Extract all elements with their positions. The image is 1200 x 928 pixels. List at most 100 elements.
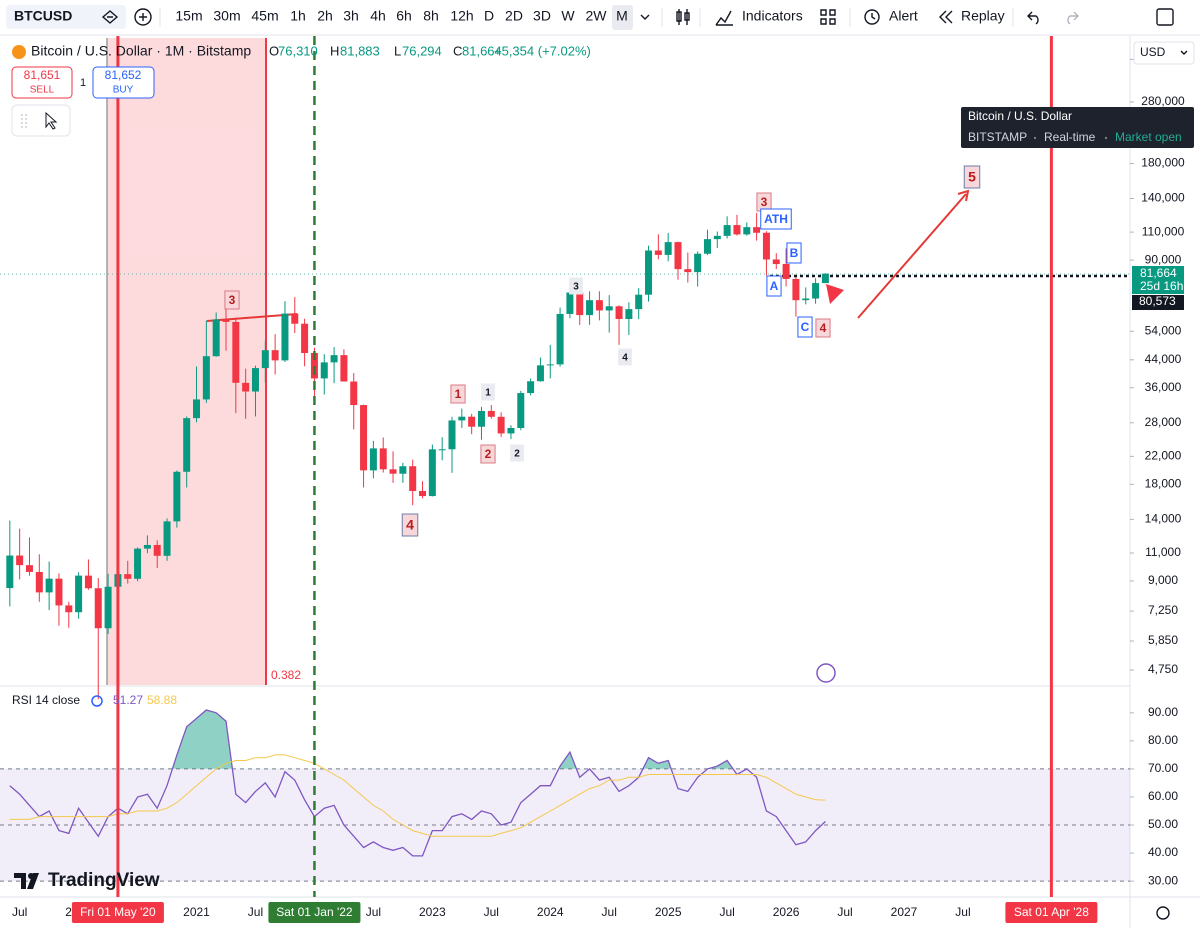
quantity: 1 bbox=[80, 77, 86, 89]
alert-icon[interactable] bbox=[864, 9, 880, 25]
add-symbol-plus bbox=[139, 13, 147, 21]
interval-button[interactable]: 3h bbox=[343, 8, 359, 24]
candle-body bbox=[723, 225, 731, 236]
rsi-title: RSI 14 close bbox=[12, 693, 80, 707]
candle-body bbox=[595, 300, 603, 311]
separator-dot bbox=[1033, 136, 1037, 140]
candle-body bbox=[654, 250, 662, 255]
add-symbol-icon[interactable] bbox=[134, 8, 152, 26]
symbol-box[interactable] bbox=[6, 5, 126, 29]
candle-body bbox=[75, 575, 83, 613]
interval-button[interactable]: M bbox=[616, 8, 628, 24]
ai-assistant-icon[interactable] bbox=[816, 663, 836, 683]
fullscreen-icon[interactable] bbox=[1156, 8, 1174, 26]
projection-arrow-head bbox=[957, 189, 970, 202]
candle-body bbox=[271, 350, 279, 361]
candle-body bbox=[310, 353, 318, 379]
interval-button[interactable]: 6h bbox=[396, 8, 412, 24]
x-tick-label: Jul bbox=[602, 905, 617, 919]
compare-icon[interactable] bbox=[101, 10, 119, 24]
interval-button[interactable]: 15m bbox=[175, 8, 202, 24]
candle-body bbox=[242, 382, 250, 392]
symbol-tooltip bbox=[961, 107, 1194, 148]
interval-button[interactable]: D bbox=[484, 8, 494, 24]
x-tick-label: 2025 bbox=[655, 905, 682, 919]
interval-menu[interactable] bbox=[640, 14, 650, 20]
redo-icon[interactable] bbox=[1067, 11, 1079, 25]
candle-body bbox=[84, 575, 92, 589]
wave-label: C bbox=[801, 320, 810, 334]
interval-button[interactable]: 45m bbox=[251, 8, 278, 24]
x-tick-label: 2023 bbox=[419, 905, 446, 919]
candle-body bbox=[153, 544, 161, 556]
candle-body bbox=[438, 449, 446, 451]
candle-body bbox=[291, 313, 299, 324]
indicators-icon[interactable] bbox=[715, 10, 733, 26]
symbol[interactable]: BTCUSD bbox=[14, 8, 72, 24]
separator-dot bbox=[1104, 136, 1108, 140]
interval-button[interactable]: 3D bbox=[533, 8, 551, 24]
currency[interactable]: USD bbox=[1140, 45, 1166, 59]
candle-body bbox=[16, 555, 24, 566]
crosshair-price-box bbox=[1132, 295, 1184, 310]
axis-settings-icon[interactable] bbox=[1156, 906, 1170, 920]
x-tick-label: 2027 bbox=[891, 905, 918, 919]
interval-button[interactable]: 1h bbox=[290, 8, 306, 24]
candle-body bbox=[477, 410, 485, 427]
interval-button[interactable]: 2W bbox=[586, 8, 608, 24]
legend-label: O bbox=[269, 43, 279, 58]
rsi-settings-icon[interactable] bbox=[91, 695, 103, 707]
legend-high: 81,883 bbox=[340, 43, 380, 58]
interval-button[interactable]: 2h bbox=[317, 8, 333, 24]
interval-button[interactable]: 2D bbox=[505, 8, 523, 24]
brand-logo-dot bbox=[28, 873, 34, 879]
y-tick-label: 28,000 bbox=[1145, 415, 1182, 429]
sell-button[interactable] bbox=[11, 66, 73, 99]
interval-button[interactable]: 30m bbox=[213, 8, 240, 24]
buy-button[interactable] bbox=[92, 66, 155, 99]
y-tick-label: 110,000 bbox=[1142, 224, 1185, 238]
indicators-button[interactable]: Indicators bbox=[742, 8, 803, 24]
candle-body bbox=[782, 264, 790, 279]
last-price: 81,664 bbox=[1140, 266, 1177, 280]
sell-price[interactable]: 81,651 bbox=[24, 68, 61, 82]
candle-body bbox=[55, 578, 63, 606]
interval-button[interactable]: 8h bbox=[423, 8, 439, 24]
candle-body bbox=[566, 292, 574, 314]
y-tick-label: 54,000 bbox=[1145, 323, 1182, 337]
candle-body bbox=[586, 300, 594, 316]
sell-label[interactable]: SELL bbox=[30, 85, 55, 96]
rsi-line bbox=[9, 709, 826, 857]
candle-body bbox=[212, 319, 220, 357]
wave-label: ATH bbox=[764, 212, 788, 226]
y-tick-label: 90.00 bbox=[1148, 705, 1178, 719]
candle-body bbox=[202, 356, 210, 400]
wave-label: 1 bbox=[455, 387, 462, 401]
interval-button[interactable]: W bbox=[561, 8, 575, 24]
x-tick-label: Jul bbox=[955, 905, 970, 919]
wave-label: 1 bbox=[485, 388, 491, 399]
interval-button[interactable]: 4h bbox=[370, 8, 386, 24]
y-tick-label: 4,750 bbox=[1148, 662, 1178, 676]
candle-body bbox=[261, 350, 269, 369]
chart-type-icon[interactable] bbox=[676, 9, 690, 25]
wave-label: B bbox=[790, 246, 799, 260]
buy-label[interactable]: BUY bbox=[113, 85, 134, 96]
currency-button[interactable] bbox=[1133, 41, 1195, 65]
undo-icon[interactable] bbox=[1027, 11, 1039, 25]
replay-icon[interactable] bbox=[939, 10, 953, 24]
candle-body bbox=[615, 306, 623, 319]
candle-body bbox=[821, 273, 829, 284]
layouts-icon[interactable] bbox=[820, 9, 836, 25]
candle-body bbox=[743, 227, 751, 235]
alert-button[interactable]: Alert bbox=[889, 8, 918, 24]
replay-button[interactable]: Replay bbox=[961, 8, 1005, 24]
cursor-tool[interactable] bbox=[45, 111, 58, 130]
legend-label: L bbox=[394, 43, 401, 58]
candle-body bbox=[674, 242, 682, 270]
candle-body bbox=[251, 368, 259, 392]
buy-price[interactable]: 81,652 bbox=[105, 68, 142, 82]
wave-label-box bbox=[760, 208, 792, 230]
candle-body bbox=[350, 381, 358, 406]
interval-button[interactable]: 12h bbox=[450, 8, 473, 24]
